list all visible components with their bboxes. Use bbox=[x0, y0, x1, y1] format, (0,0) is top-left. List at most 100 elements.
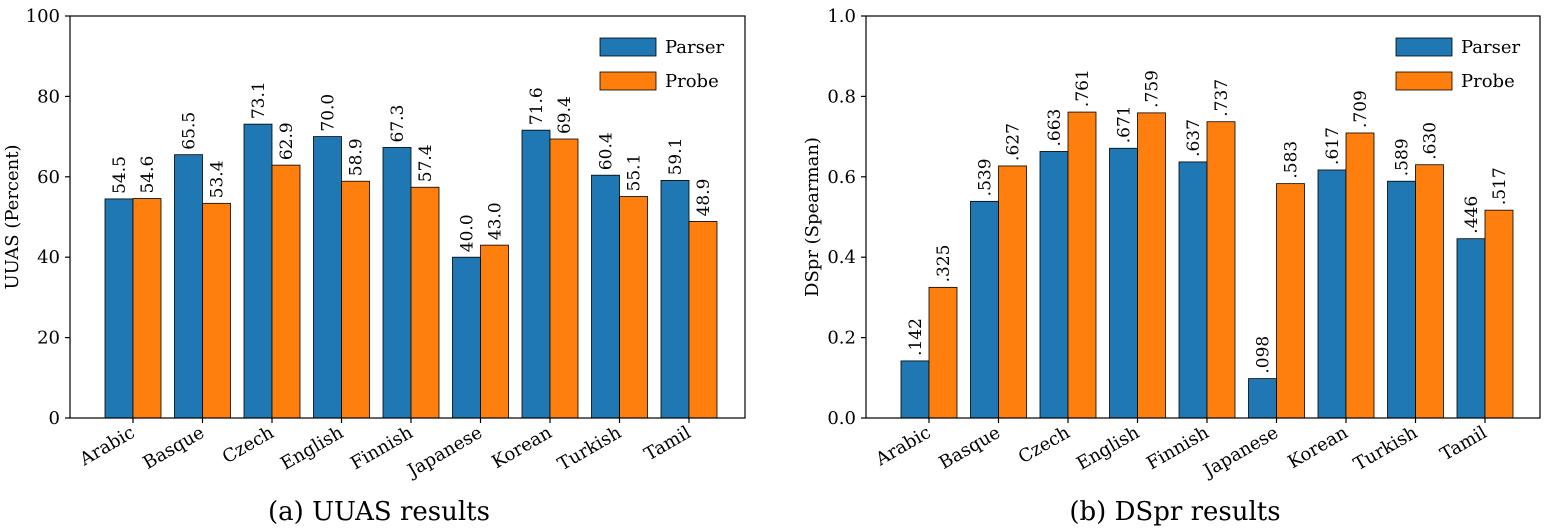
bar-parser-tamil bbox=[1456, 238, 1486, 419]
x-tick-label: Arabic bbox=[75, 422, 138, 471]
bar-parser-turkish bbox=[591, 174, 620, 419]
data-label: .589 bbox=[1393, 138, 1413, 176]
bar-parser-arabic bbox=[104, 198, 134, 419]
bar-probe-czech bbox=[1067, 111, 1097, 419]
x-tick-label: English bbox=[277, 422, 347, 475]
y-tick-label: 0 bbox=[49, 408, 60, 429]
y-tick-label: 0.0 bbox=[827, 408, 856, 429]
data-label: 54.6 bbox=[138, 156, 158, 194]
bar-parser-czech bbox=[1039, 151, 1069, 419]
bar-parser-basque bbox=[970, 200, 999, 419]
data-label: 48.9 bbox=[694, 179, 714, 217]
bar-parser-finnish bbox=[382, 147, 412, 419]
bar-parser-english bbox=[1109, 147, 1138, 419]
data-label: 55.1 bbox=[625, 154, 645, 192]
x-tick-label: Korean bbox=[1284, 422, 1351, 473]
y-tick-label: 100 bbox=[26, 6, 60, 27]
data-label: 71.6 bbox=[527, 87, 547, 125]
bar-parser-basque bbox=[174, 154, 203, 419]
bar-parser-finnish bbox=[1178, 161, 1208, 419]
bar-parser-korean bbox=[1317, 169, 1347, 419]
data-label: .630 bbox=[1421, 122, 1441, 160]
bar-parser-japanese bbox=[1248, 378, 1277, 419]
x-tick-label: Japanese bbox=[402, 422, 486, 482]
legend-swatch-parser bbox=[1395, 37, 1453, 57]
data-label: .709 bbox=[1351, 90, 1371, 128]
x-tick-label: English bbox=[1073, 422, 1143, 475]
data-label: 62.9 bbox=[277, 122, 297, 160]
bar-probe-turkish bbox=[1415, 164, 1444, 419]
data-label: 54.5 bbox=[110, 156, 130, 194]
bar-probe-arabic bbox=[928, 286, 958, 419]
data-label: .737 bbox=[1212, 79, 1232, 117]
data-label: 70.0 bbox=[319, 94, 339, 132]
bar-parser-arabic bbox=[900, 360, 930, 419]
data-label: .583 bbox=[1282, 141, 1302, 179]
data-label: .142 bbox=[906, 318, 926, 356]
data-label: 69.4 bbox=[555, 96, 575, 134]
chart-caption: (a) UUAS results bbox=[268, 497, 490, 527]
bar-probe-english bbox=[1137, 112, 1166, 419]
legend-label-probe: Probe bbox=[665, 71, 719, 92]
data-label: 67.3 bbox=[388, 105, 408, 143]
data-label: .446 bbox=[1462, 196, 1482, 234]
bar-probe-english bbox=[341, 180, 370, 419]
data-label: 60.4 bbox=[597, 132, 617, 170]
bar-probe-basque bbox=[202, 202, 231, 419]
bar-probe-japanese bbox=[1276, 183, 1305, 419]
x-tick-label: Korean bbox=[488, 422, 555, 473]
data-label: .517 bbox=[1490, 167, 1510, 205]
bar-probe-korean bbox=[1345, 132, 1375, 419]
bar-parser-turkish bbox=[1387, 180, 1416, 419]
legend-swatch-parser bbox=[599, 37, 657, 57]
data-label: 53.4 bbox=[208, 160, 228, 198]
y-tick-label: 60 bbox=[37, 167, 60, 188]
x-tick-label: Turkish bbox=[1350, 422, 1421, 475]
data-label: 65.5 bbox=[180, 112, 200, 150]
data-label: 57.4 bbox=[416, 144, 436, 182]
y-tick-label: 40 bbox=[37, 247, 60, 268]
uuas-chart: 54.5 65.5 73.1 70.0 67.3 40.0 71.6 60.4 59.1 54.6… bbox=[2, 6, 746, 527]
x-tick-label: Basque bbox=[936, 422, 1004, 474]
x-tick-label: Czech bbox=[219, 422, 278, 468]
bar-probe-tamil bbox=[688, 221, 718, 419]
bar-parser-korean bbox=[521, 129, 551, 419]
bar-parser-english bbox=[313, 136, 342, 419]
x-tick-label: Tamil bbox=[1437, 422, 1491, 465]
bar-parser-tamil bbox=[660, 180, 690, 419]
y-tick-label: 0.6 bbox=[827, 167, 856, 188]
plot-frame bbox=[69, 15, 746, 419]
dspr-chart: .142 .539 .663 .671 .637 .098 .617 .589 .446 .325… bbox=[802, 6, 1541, 527]
plot-frame bbox=[865, 15, 1541, 419]
bar-probe-tamil bbox=[1484, 209, 1514, 419]
bar-probe-finnish bbox=[410, 186, 440, 419]
y-tick-label: 1.0 bbox=[827, 6, 856, 27]
data-label: .325 bbox=[934, 244, 954, 282]
chart-caption: (b) DSpr results bbox=[1069, 497, 1280, 527]
bar-probe-finnish bbox=[1206, 121, 1236, 419]
x-tick-label: Turkish bbox=[554, 422, 625, 475]
bar-parser-czech bbox=[243, 123, 273, 419]
bar-probe-japanese bbox=[480, 244, 509, 419]
y-tick-label: 0.4 bbox=[827, 247, 856, 268]
legend-label-parser: Parser bbox=[1461, 37, 1521, 58]
bar-parser-japanese bbox=[452, 256, 481, 419]
data-label: 59.1 bbox=[666, 138, 686, 176]
x-tick-label: Basque bbox=[140, 422, 208, 474]
bar-probe-czech bbox=[271, 164, 301, 419]
data-label: .539 bbox=[976, 158, 996, 196]
y-tick-label: 80 bbox=[37, 86, 60, 107]
data-label: 73.1 bbox=[249, 81, 269, 119]
legend-label-probe: Probe bbox=[1461, 71, 1515, 92]
data-label: .627 bbox=[1004, 123, 1024, 161]
data-label: .637 bbox=[1184, 119, 1204, 157]
y-axis-label: DSpr (Spearman) bbox=[802, 137, 823, 297]
data-label: .761 bbox=[1073, 69, 1093, 107]
data-label: .663 bbox=[1045, 109, 1065, 147]
x-tick-label: Arabic bbox=[871, 422, 934, 471]
legend-label-parser: Parser bbox=[665, 37, 725, 58]
data-label: 43.0 bbox=[486, 202, 506, 240]
legend-swatch-probe bbox=[599, 71, 657, 91]
bar-probe-turkish bbox=[619, 196, 648, 419]
